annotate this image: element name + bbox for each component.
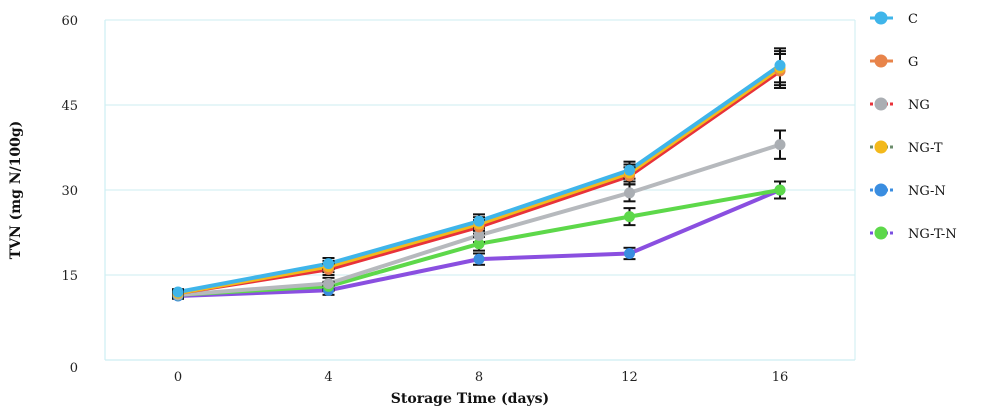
legend-swatch-marker <box>874 54 888 68</box>
legend-swatch-marker <box>874 11 888 25</box>
legend-swatch-marker <box>874 140 888 154</box>
point-c <box>323 258 334 270</box>
legend-swatch-marker <box>874 226 888 240</box>
point-ng-n <box>473 253 485 265</box>
y-tick-labels: 0 15 30 45 60 <box>61 14 78 376</box>
point-ng-t-n <box>624 211 635 223</box>
x-tick-label: 16 <box>772 370 789 385</box>
x-tick-label: 0 <box>174 370 182 385</box>
legend-item-ng: NG <box>870 97 930 113</box>
legend-label: C <box>908 12 918 27</box>
legend-item-ng-n: NG-N <box>870 183 946 199</box>
y-tick-label: 0 <box>70 361 78 376</box>
y-tick-label: 15 <box>61 269 78 284</box>
y-tick-label: 60 <box>61 14 78 29</box>
legend-label: NG <box>908 98 930 113</box>
point-ng <box>473 229 485 241</box>
legend-swatch-marker <box>874 183 888 197</box>
point-c <box>473 215 485 227</box>
x-tick-label: 12 <box>621 370 638 385</box>
point-ng-n <box>624 247 635 259</box>
y-tick-label: 45 <box>61 99 78 114</box>
x-tick-labels: 0 4 8 12 16 <box>174 370 788 385</box>
grid-lines <box>105 19 855 276</box>
legend-item-ng-t: NG-T <box>870 140 943 156</box>
x-axis-title: Storage Time (days) <box>391 391 549 407</box>
legend-label: NG-T-N <box>908 227 957 242</box>
x-tick-label: 8 <box>475 370 483 385</box>
point-c <box>774 59 786 71</box>
point-ng <box>774 139 786 151</box>
legend-item-c: C <box>870 11 918 27</box>
legend-item-g: G <box>870 54 918 70</box>
point-ng-t-n <box>473 238 485 250</box>
legend-label: NG-T <box>908 141 943 156</box>
y-axis-title: TVN (mg N/100g) <box>8 121 24 260</box>
series-points <box>172 59 786 302</box>
legend: C G NG NG-T NG-N NG-T-N <box>870 11 957 242</box>
point-ng <box>624 187 635 199</box>
x-tick-label: 4 <box>324 370 332 385</box>
point-c <box>624 164 635 176</box>
point-ng-t-n <box>774 184 786 196</box>
y-tick-label: 30 <box>61 184 78 199</box>
legend-item-ng-t-n: NG-T-N <box>870 226 957 242</box>
legend-label: G <box>908 55 918 70</box>
legend-label: NG-N <box>908 184 946 199</box>
legend-swatch-marker <box>874 97 888 111</box>
point-c <box>172 286 184 298</box>
point-ng <box>323 278 334 289</box>
